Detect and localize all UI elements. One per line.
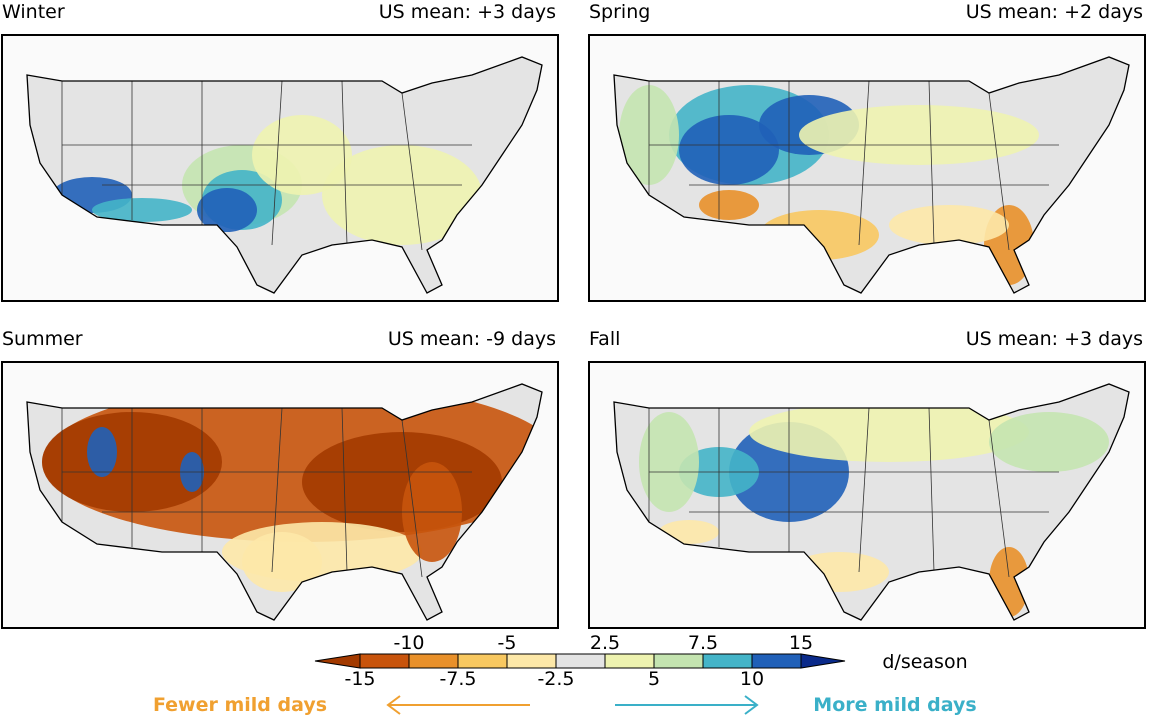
state-border [858, 80, 870, 246]
colorbar-bin [506, 653, 557, 669]
colorbar-tick-label: -2.5 [537, 668, 574, 690]
anomaly-region [699, 190, 759, 220]
colorbar-bin [702, 653, 753, 669]
state-border [401, 92, 423, 251]
anomaly-region [679, 115, 779, 185]
anomaly-region [87, 427, 117, 477]
colorbar-bin [457, 653, 508, 669]
anomaly-region [749, 402, 1029, 462]
more-label: More mild days [813, 694, 976, 716]
state-border [858, 407, 870, 573]
panel-title: Spring [589, 1, 650, 23]
state-border [271, 80, 283, 246]
map-panel [588, 34, 1146, 302]
anomaly-region [242, 532, 322, 592]
panel-title: Winter [2, 1, 65, 23]
colorbar-bin [751, 653, 802, 669]
colorbar-unit: d/season [882, 651, 967, 673]
panel-mean: US mean: +3 days [379, 1, 556, 23]
colorbar-bin [604, 653, 655, 669]
panel-title: Summer [2, 328, 83, 350]
map-panel [1, 34, 559, 302]
panel-mean: US mean: -9 days [388, 328, 556, 350]
colorbar-tick-label: 7.5 [688, 632, 718, 654]
colorbar-bin [653, 653, 704, 669]
fewer-label: Fewer mild days [153, 694, 327, 716]
anomaly-region [889, 205, 1009, 245]
anomaly-field [639, 402, 1109, 617]
anomaly-region [799, 105, 1039, 165]
state-border [988, 92, 1010, 251]
colorbar-tick-label: 10 [740, 668, 764, 690]
colorbar-tick-label: 5 [648, 668, 660, 690]
state-border [928, 80, 935, 246]
state-border [401, 419, 423, 578]
state-border [988, 419, 1010, 578]
anomaly-region [989, 412, 1109, 472]
arrow-head [386, 695, 401, 715]
anomaly-region [302, 432, 502, 532]
anomaly-field [42, 384, 542, 592]
panel-mean: US mean: +3 days [966, 328, 1143, 350]
anomaly-region [197, 188, 257, 232]
panel-title: Fall [589, 328, 620, 350]
colorbar-bin [555, 653, 606, 669]
anomaly-region [252, 115, 352, 195]
colorbar-tick-label: -7.5 [439, 668, 476, 690]
state-border [341, 80, 348, 246]
colorbar-tick-label: -5 [498, 632, 517, 654]
colorbar-arrow [800, 653, 846, 669]
colorbar-arrow [314, 653, 361, 669]
anomaly-region [92, 198, 192, 222]
map-panel [1, 361, 559, 629]
colorbar-bin [408, 653, 459, 669]
anomaly-region [322, 145, 482, 245]
map-panel [588, 361, 1146, 629]
colorbar-tick-label: 15 [789, 632, 813, 654]
colorbar-tick-label: -15 [344, 668, 375, 690]
state-border [928, 407, 935, 573]
anomaly-region [639, 412, 699, 512]
colorbar-bin [359, 653, 410, 669]
arrow-head [744, 695, 759, 715]
colorbar-tick-label: 2.5 [590, 632, 620, 654]
state-border [341, 407, 348, 573]
colorbar-tick-label: -10 [393, 632, 424, 654]
panel-mean: US mean: +2 days [966, 1, 1143, 23]
state-border [271, 407, 283, 573]
